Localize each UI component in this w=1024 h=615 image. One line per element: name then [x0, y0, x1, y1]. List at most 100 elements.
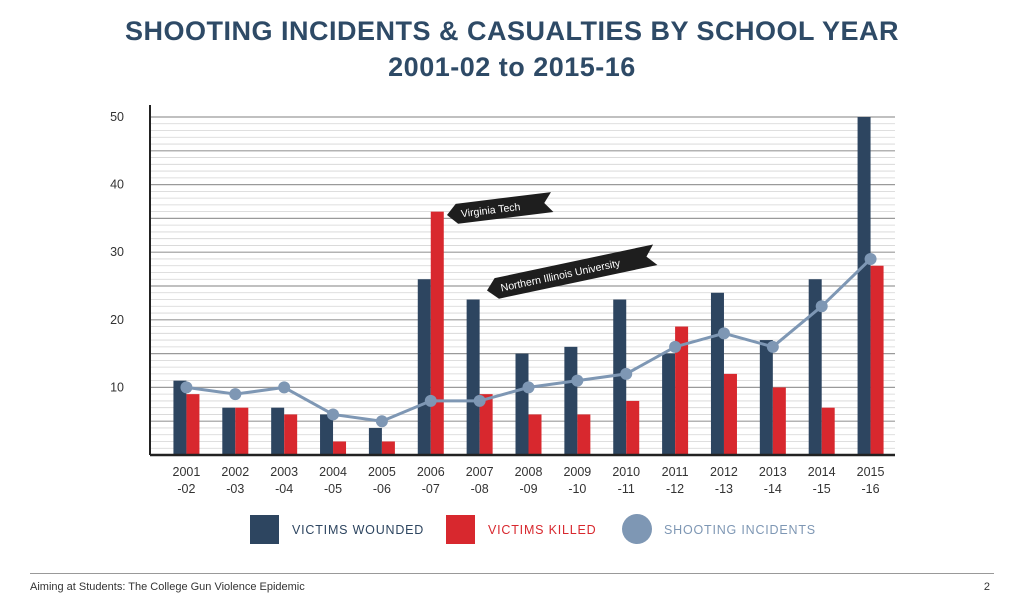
x-tick-label-suffix: -14	[764, 482, 782, 496]
x-tick-label-suffix: -16	[862, 482, 880, 496]
bar-victims-killed	[772, 387, 786, 455]
bar-victims-killed	[284, 414, 298, 455]
bar-victims-wounded	[759, 340, 773, 455]
bar-victims-killed	[381, 441, 395, 455]
x-tick-label-suffix: -06	[373, 482, 391, 496]
bar-victims-killed	[186, 394, 200, 455]
incidents-point	[180, 381, 193, 394]
legend-swatch	[622, 514, 652, 544]
x-tick-label-suffix: -10	[568, 482, 586, 496]
legend-swatch	[446, 515, 475, 544]
bar-victims-killed	[723, 373, 737, 455]
x-tick-label-suffix: -13	[715, 482, 733, 496]
x-tick-label-suffix: -04	[275, 482, 293, 496]
incidents-point	[327, 408, 340, 421]
x-tick-label-suffix: -09	[519, 482, 537, 496]
incidents-point	[571, 374, 584, 387]
bar-victims-wounded	[613, 299, 627, 455]
bar-victims-killed	[528, 414, 542, 455]
x-tick-label-year: 2015	[857, 465, 885, 479]
y-tick-label: 20	[110, 313, 124, 327]
incidents-point	[229, 388, 242, 401]
bar-victims-wounded	[857, 117, 871, 455]
x-tick-label-year: 2013	[759, 465, 787, 479]
chart-subtitle: 2001-02 to 2015-16	[388, 52, 636, 82]
incidents-point	[522, 381, 535, 394]
bar-victims-killed	[626, 400, 640, 455]
x-tick-label-year: 2010	[612, 465, 640, 479]
bar-victims-killed	[577, 414, 591, 455]
incidents-point	[815, 300, 828, 313]
footer-title: Aiming at Students: The College Gun Viol…	[30, 581, 305, 593]
x-tick-label-year: 2001	[173, 465, 201, 479]
incidents-point	[669, 340, 682, 353]
callout-ribbon	[487, 244, 658, 299]
x-tick-label-suffix: -08	[471, 482, 489, 496]
bar-victims-wounded	[368, 427, 382, 455]
x-tick-label-suffix: -05	[324, 482, 342, 496]
x-tick-label-suffix: -07	[422, 482, 440, 496]
bar-victims-wounded	[515, 353, 529, 455]
legend-swatch	[250, 515, 279, 544]
bar-victims-wounded	[271, 407, 285, 455]
incidents-point	[424, 394, 437, 407]
incidents-point	[473, 394, 486, 407]
x-tick-label-year: 2002	[221, 465, 249, 479]
x-tick-label-year: 2004	[319, 465, 347, 479]
x-tick-label-year: 2011	[662, 465, 689, 479]
legend-label: VICTIMS WOUNDED	[292, 523, 424, 537]
incidents-point	[620, 367, 633, 380]
legend-label: VICTIMS KILLED	[488, 523, 596, 537]
x-tick-label-year: 2014	[808, 465, 836, 479]
y-tick-label: 50	[110, 110, 124, 124]
incidents-point	[375, 415, 388, 428]
bar-victims-wounded	[710, 292, 724, 455]
y-tick-label: 30	[110, 245, 124, 259]
bar-victims-wounded	[662, 353, 676, 455]
x-tick-label-year: 2009	[563, 465, 591, 479]
x-tick-label-suffix: -12	[666, 482, 684, 496]
footer-divider	[30, 573, 994, 574]
bar-victims-wounded	[320, 414, 334, 455]
callout-virginia-tech: Virginia Tech	[447, 192, 554, 224]
incidents-point	[766, 340, 779, 353]
bar-victims-killed	[333, 441, 347, 455]
incidents-point	[278, 381, 291, 394]
legend-label: SHOOTING INCIDENTS	[664, 523, 816, 537]
incidents-line	[180, 252, 877, 428]
incidents-point	[864, 252, 877, 265]
legend-victims-wounded: VICTIMS WOUNDED	[250, 515, 424, 544]
bar-victims-wounded	[808, 279, 822, 455]
y-tick-label: 10	[110, 380, 124, 394]
x-tick-label-suffix: -15	[813, 482, 831, 496]
x-tick-label-suffix: -02	[177, 482, 195, 496]
bar-victims-killed	[430, 211, 444, 455]
chart-title: SHOOTING INCIDENTS & CASUALTIES BY SCHOO…	[124, 16, 900, 46]
bar-victims-wounded	[417, 279, 431, 455]
bar-victims-killed	[870, 265, 884, 455]
bars	[173, 117, 884, 455]
incidents-point	[717, 327, 730, 340]
y-tick-label: 40	[110, 178, 124, 192]
bar-victims-killed	[675, 326, 689, 455]
x-tick-label-year: 2006	[417, 465, 445, 479]
x-tick-label-suffix: -11	[618, 482, 635, 496]
bar-victims-wounded	[173, 380, 187, 455]
x-tick-label-suffix: -03	[226, 482, 244, 496]
axes: 10 20 30 40 50 2001 -02 2002 -03 2003 -04 2004 -05 20…	[110, 105, 895, 496]
bar-line-chart: 10 20 30 40 50 2001 -02 2002 -03 2003 -04 2004 -05 20…	[110, 105, 895, 544]
page-number: 2	[983, 581, 990, 593]
x-tick-label-year: 2005	[368, 465, 396, 479]
bar-victims-wounded	[466, 299, 480, 455]
legend-victims-killed: VICTIMS KILLED	[446, 515, 596, 544]
bar-victims-killed	[479, 394, 493, 455]
legend: VICTIMS WOUNDED VICTIMS KILLED SHOOTING IN…	[250, 514, 816, 544]
x-tick-label-year: 2012	[710, 465, 738, 479]
bar-victims-wounded	[222, 407, 236, 455]
bar-victims-killed	[821, 407, 835, 455]
bar-victims-killed	[235, 407, 249, 455]
legend-shooting-incidents: SHOOTING INCIDENTS	[622, 514, 816, 544]
x-tick-label-year: 2008	[515, 465, 543, 479]
bar-victims-wounded	[564, 346, 578, 455]
